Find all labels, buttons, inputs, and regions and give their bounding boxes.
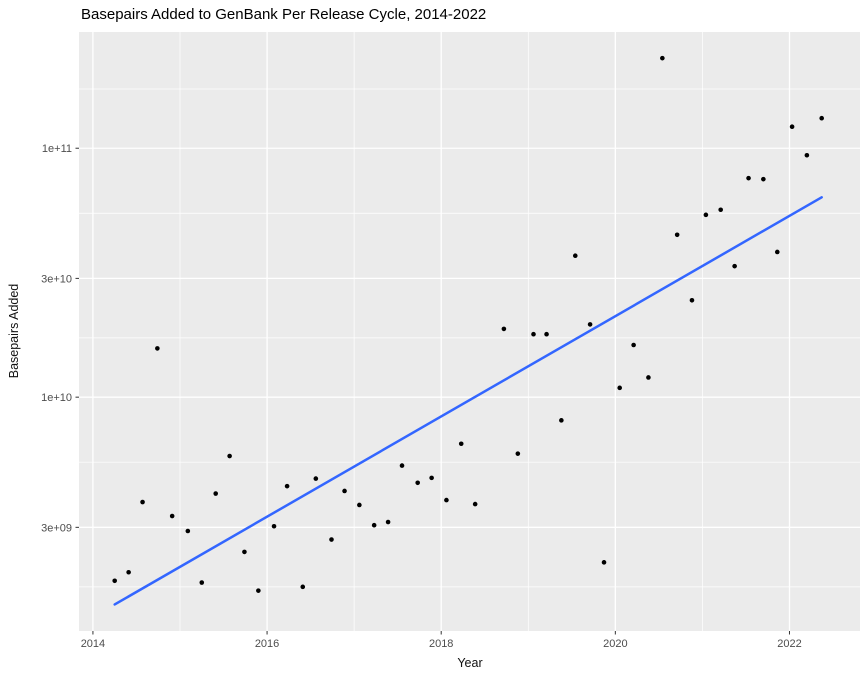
data-point [674,232,680,238]
trend-line [113,196,823,606]
data-point [761,176,766,182]
y-tick-label: 3e+10 [41,273,72,285]
data-point [284,483,290,489]
data-point [458,441,464,447]
data-point [357,502,362,508]
data-point [429,475,434,481]
data-point [444,497,449,503]
data-point [732,263,737,269]
data-point [501,326,507,332]
panel-background [79,32,860,631]
data-point [199,580,205,585]
y-tick-label: 1e+10 [41,392,72,404]
data-point [789,124,795,130]
x-tick-label: 2020 [603,638,627,650]
data-point [169,513,175,519]
data-point [126,569,131,575]
data-point [256,588,261,593]
data-point [572,253,578,259]
data-point [472,501,478,507]
chart-title: Basepairs Added to GenBank Per Release C… [81,6,487,23]
data-point [804,152,810,158]
data-point [415,480,420,486]
data-point [587,322,593,327]
y-tick-label: 3e+09 [41,522,72,534]
y-tick-label: 1e+11 [42,143,72,155]
data-point [774,249,780,255]
x-tick-label: 2014 [81,638,105,650]
data-point [329,537,334,542]
data-point [227,453,232,459]
data-point [746,175,751,181]
data-point [242,549,247,555]
data-point [371,522,377,528]
data-point [112,578,117,584]
data-point [718,207,723,213]
data-point [531,331,536,337]
data-point [342,488,347,494]
data-point [271,523,277,529]
data-point [660,55,665,61]
data-point [559,418,564,423]
x-axis-title: Year [457,656,483,670]
x-tick-label: 2022 [777,638,801,650]
data-point [689,297,695,303]
x-tick-label: 2016 [255,638,279,650]
data-point [601,560,607,565]
data-point [185,528,191,534]
data-point [646,375,651,380]
data-point [631,342,636,348]
data-point [617,385,622,391]
data-point [399,463,405,468]
data-point [213,491,218,496]
data-point [300,584,306,590]
data-point [819,115,824,121]
data-point [140,499,145,505]
data-point [703,212,709,218]
data-point [385,519,391,525]
data-point [515,451,521,456]
data-point [155,346,160,351]
data-point [313,476,319,481]
data-point [544,331,549,337]
x-tick-label: 2018 [429,638,453,650]
